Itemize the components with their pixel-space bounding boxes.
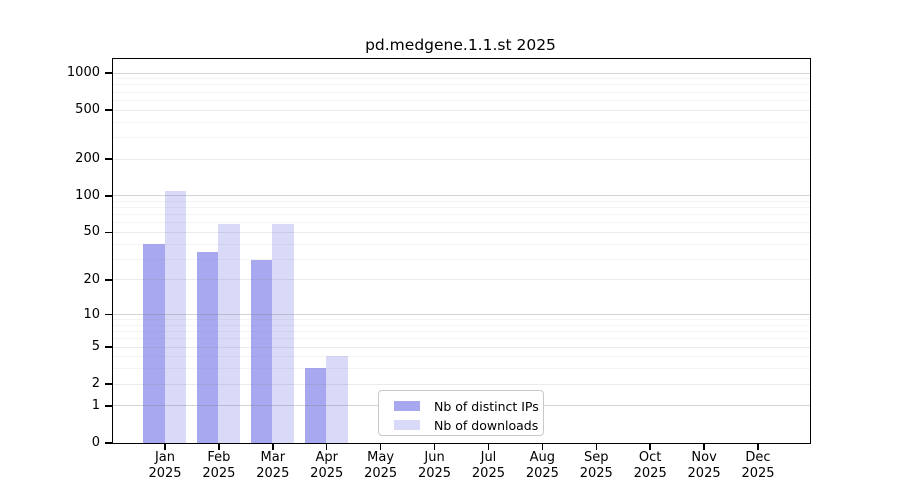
x-tick-label-jan: Jan 2025: [133, 450, 197, 482]
x-tick-label-sep: Sep 2025: [564, 450, 628, 482]
month-label: Jan: [154, 450, 176, 465]
year-label: 2025: [148, 466, 182, 481]
month-label: Feb: [207, 450, 231, 465]
y-tick-label-5: 5: [91, 339, 100, 355]
y-tick-mark-0: [105, 442, 112, 444]
year-label: 2025: [202, 466, 236, 481]
y-tick-mark-200: [105, 158, 112, 160]
y-tick-mark-2: [105, 383, 112, 385]
x-tick-mark-apr: [326, 443, 328, 450]
month-label: Jul: [480, 450, 497, 465]
month-label: Dec: [745, 450, 771, 465]
x-tick-label-feb: Feb 2025: [187, 450, 251, 482]
legend-swatch-distinct-ips: [394, 401, 420, 411]
x-tick-label-aug: Aug 2025: [510, 450, 574, 482]
x-tick-mark-aug: [541, 443, 544, 450]
x-tick-mark-may: [379, 443, 382, 450]
y-tick-label-0: 0: [91, 435, 100, 450]
x-tick-label-oct: Oct 2025: [618, 450, 682, 482]
month-label: Apr: [315, 450, 338, 465]
month-label: Sep: [584, 450, 609, 465]
month-label: Nov: [691, 450, 717, 465]
x-tick-label-jun: Jun 2025: [403, 450, 467, 482]
year-label: 2025: [687, 466, 721, 481]
month-label: Mar: [260, 450, 286, 465]
y-tick-mark-1: [105, 405, 112, 407]
bar-distinct-ips-jan: [143, 243, 165, 443]
legend-entry-distinct-ips: Nb of distinct IPs: [394, 398, 539, 414]
bar-distinct-ips-mar: [250, 260, 273, 443]
bars-layer: [113, 59, 810, 443]
bar-distinct-ips-feb: [196, 252, 219, 443]
y-tick-mark-1000: [105, 72, 112, 74]
legend-swatch-downloads: [394, 420, 420, 430]
x-tick-label-apr: Apr 2025: [295, 450, 359, 482]
x-tick-label-nov: Nov 2025: [672, 450, 736, 482]
y-tick-label-2: 2: [91, 376, 100, 392]
year-label: 2025: [417, 466, 452, 481]
x-tick-label-dec: Dec 2025: [726, 450, 790, 482]
y-tick-label-200: 200: [75, 151, 100, 166]
legend-box: Nb of distinct IPs Nb of downloads: [378, 390, 544, 436]
y-tick-mark-50: [105, 231, 112, 234]
bar-downloads-jan: [164, 191, 186, 443]
x-tick-mark-jun: [433, 443, 436, 450]
x-tick-mark-mar: [272, 443, 274, 450]
bar-downloads-mar: [272, 224, 294, 443]
x-tick-mark-oct: [649, 443, 651, 450]
legend-label-distinct-ips: Nb of distinct IPs: [434, 398, 539, 414]
x-tick-mark-jan: [164, 443, 166, 450]
x-tick-mark-feb: [218, 443, 220, 450]
month-label: Aug: [529, 450, 556, 465]
y-tick-label-50: 50: [83, 224, 100, 240]
x-tick-mark-jul: [487, 443, 490, 450]
month-label: Jun: [424, 450, 445, 465]
year-label: 2025: [525, 466, 559, 481]
legend-label-downloads: Nb of downloads: [434, 417, 539, 433]
chart-title: pd.medgene.1.1.st 2025: [365, 36, 556, 54]
y-tick-mark-20: [105, 279, 112, 281]
legend-entry-downloads: Nb of downloads: [394, 417, 538, 433]
bar-distinct-ips-apr: [304, 368, 327, 443]
x-tick-label-jul: Jul 2025: [456, 450, 520, 482]
x-tick-mark-dec: [757, 443, 759, 450]
year-label: 2025: [471, 466, 505, 481]
y-tick-label-1000: 1000: [66, 65, 100, 81]
x-tick-mark-nov: [703, 443, 705, 450]
y-tick-mark-500: [105, 109, 112, 111]
bar-downloads-apr: [326, 356, 348, 443]
y-tick-label-500: 500: [75, 102, 100, 118]
month-label: Oct: [638, 450, 662, 465]
y-tick-mark-10: [105, 313, 112, 316]
year-label: 2025: [579, 466, 613, 481]
y-tick-label-100: 100: [75, 187, 100, 203]
year-label: 2025: [256, 466, 290, 481]
y-tick-label-1: 1: [91, 397, 100, 413]
y-tick-label-20: 20: [83, 271, 100, 287]
y-tick-mark-100: [105, 195, 112, 197]
x-tick-label-mar: Mar 2025: [241, 450, 305, 482]
y-tick-mark-5: [105, 346, 112, 348]
x-tick-label-may: May 2025: [349, 450, 413, 482]
x-tick-mark-sep: [595, 443, 597, 450]
bar-downloads-feb: [218, 224, 240, 443]
plot-area: [111, 57, 811, 444]
year-label: 2025: [310, 466, 344, 481]
year-label: 2025: [364, 466, 398, 481]
y-tick-label-10: 10: [83, 306, 100, 322]
year-label: 2025: [741, 466, 775, 481]
year-label: 2025: [633, 466, 667, 481]
month-label: May: [367, 450, 395, 465]
